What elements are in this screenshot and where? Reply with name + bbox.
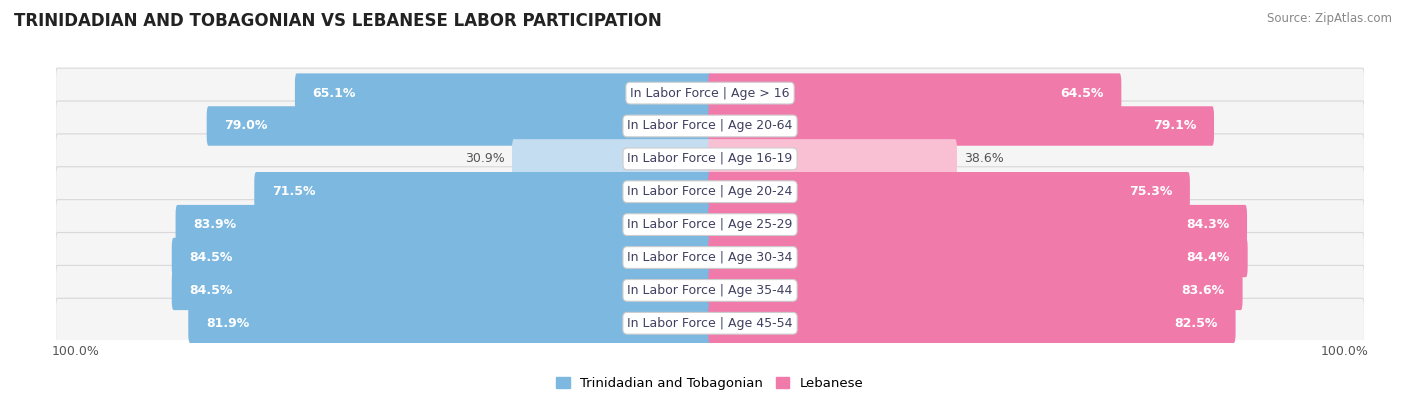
FancyBboxPatch shape (56, 233, 1364, 282)
Text: In Labor Force | Age 45-54: In Labor Force | Age 45-54 (627, 317, 793, 330)
Text: In Labor Force | Age 25-29: In Labor Force | Age 25-29 (627, 218, 793, 231)
Text: 84.4%: 84.4% (1187, 251, 1230, 264)
Text: 81.9%: 81.9% (207, 317, 249, 330)
FancyBboxPatch shape (172, 271, 711, 310)
FancyBboxPatch shape (176, 205, 711, 245)
Text: In Labor Force | Age 20-64: In Labor Force | Age 20-64 (627, 120, 793, 132)
FancyBboxPatch shape (254, 172, 711, 211)
Text: In Labor Force | Age 30-34: In Labor Force | Age 30-34 (627, 251, 793, 264)
FancyBboxPatch shape (56, 199, 1364, 250)
Text: 83.6%: 83.6% (1181, 284, 1225, 297)
Text: TRINIDADIAN AND TOBAGONIAN VS LEBANESE LABOR PARTICIPATION: TRINIDADIAN AND TOBAGONIAN VS LEBANESE L… (14, 12, 662, 30)
FancyBboxPatch shape (56, 101, 1364, 151)
Text: 30.9%: 30.9% (464, 152, 505, 166)
Text: Source: ZipAtlas.com: Source: ZipAtlas.com (1267, 12, 1392, 25)
FancyBboxPatch shape (172, 238, 711, 277)
Text: In Labor Force | Age 35-44: In Labor Force | Age 35-44 (627, 284, 793, 297)
FancyBboxPatch shape (56, 134, 1364, 184)
FancyBboxPatch shape (709, 172, 1189, 211)
Text: In Labor Force | Age 20-24: In Labor Force | Age 20-24 (627, 185, 793, 198)
FancyBboxPatch shape (709, 238, 1247, 277)
Text: 84.5%: 84.5% (190, 251, 233, 264)
Text: 84.3%: 84.3% (1187, 218, 1229, 231)
Text: In Labor Force | Age 16-19: In Labor Force | Age 16-19 (627, 152, 793, 166)
FancyBboxPatch shape (709, 205, 1247, 245)
Text: 64.5%: 64.5% (1060, 87, 1104, 100)
FancyBboxPatch shape (512, 139, 711, 179)
FancyBboxPatch shape (709, 271, 1243, 310)
FancyBboxPatch shape (709, 73, 1122, 113)
FancyBboxPatch shape (188, 303, 711, 343)
FancyBboxPatch shape (56, 167, 1364, 217)
Text: 79.0%: 79.0% (225, 120, 267, 132)
FancyBboxPatch shape (207, 106, 711, 146)
Text: 79.1%: 79.1% (1153, 120, 1197, 132)
FancyBboxPatch shape (709, 303, 1236, 343)
Text: 38.6%: 38.6% (965, 152, 1004, 166)
Text: 84.5%: 84.5% (190, 284, 233, 297)
FancyBboxPatch shape (56, 68, 1364, 118)
Text: 75.3%: 75.3% (1129, 185, 1173, 198)
Text: 83.9%: 83.9% (194, 218, 236, 231)
FancyBboxPatch shape (709, 139, 957, 179)
Text: In Labor Force | Age > 16: In Labor Force | Age > 16 (630, 87, 790, 100)
FancyBboxPatch shape (56, 298, 1364, 348)
FancyBboxPatch shape (295, 73, 711, 113)
FancyBboxPatch shape (56, 265, 1364, 315)
FancyBboxPatch shape (709, 106, 1213, 146)
Text: 65.1%: 65.1% (312, 87, 356, 100)
Text: 82.5%: 82.5% (1174, 317, 1218, 330)
Text: 71.5%: 71.5% (271, 185, 315, 198)
Legend: Trinidadian and Tobagonian, Lebanese: Trinidadian and Tobagonian, Lebanese (551, 372, 869, 395)
